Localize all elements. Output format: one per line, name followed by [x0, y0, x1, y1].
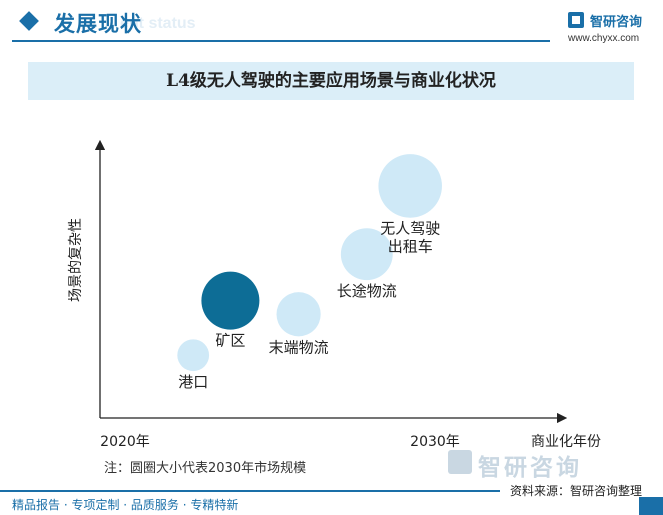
footer-corner-decoration: [639, 497, 663, 515]
section-title: 发展现状: [54, 12, 142, 36]
y-axis-label: 场景的复杂性: [67, 218, 84, 302]
bubble-0: [177, 339, 210, 372]
bubble-1: [201, 271, 260, 330]
bubble-label-4: 无人驾驶出租车: [380, 220, 440, 256]
footer-divider: [0, 490, 500, 492]
bubble-2: [276, 292, 321, 337]
watermark-logo-icon: [448, 450, 472, 474]
header-divider: [12, 40, 550, 42]
footer-tagline: 精品报告 · 专项定制 · 品质服务 · 专精特新: [12, 498, 239, 512]
section-header: ent status 发展现状: [0, 0, 663, 48]
bubble-label-0: 港口: [178, 373, 208, 391]
logo-icon: [568, 12, 584, 28]
bubble-3: [340, 228, 393, 281]
logo-name: 智研咨询: [590, 15, 643, 30]
data-source: 资料来源：智研咨询整理: [510, 484, 643, 498]
logo-url: www.chyxx.com: [568, 33, 640, 44]
bubble-label-3: 长途物流: [337, 282, 397, 300]
chart-note: 注：圆圈大小代表2030年市场规模: [104, 461, 307, 476]
bubble-label-2: 末端物流: [269, 338, 329, 356]
chart-title-banner: L4级无人驾驶的主要应用场景与商业化状况: [28, 62, 634, 100]
bubble-4: [378, 154, 442, 218]
x-tick-label-1: 2030年: [410, 434, 460, 450]
x-axis-label: 商业化年份: [531, 434, 601, 450]
watermark-text: 智研咨询: [478, 455, 582, 481]
header-ghost-text: ent status: [120, 15, 196, 32]
x-tick-label-0: 2020年: [100, 434, 150, 450]
brand-logo: 智研咨询 www.chyxx.com: [560, 8, 660, 48]
bubble-label-1: 矿区: [215, 332, 245, 350]
